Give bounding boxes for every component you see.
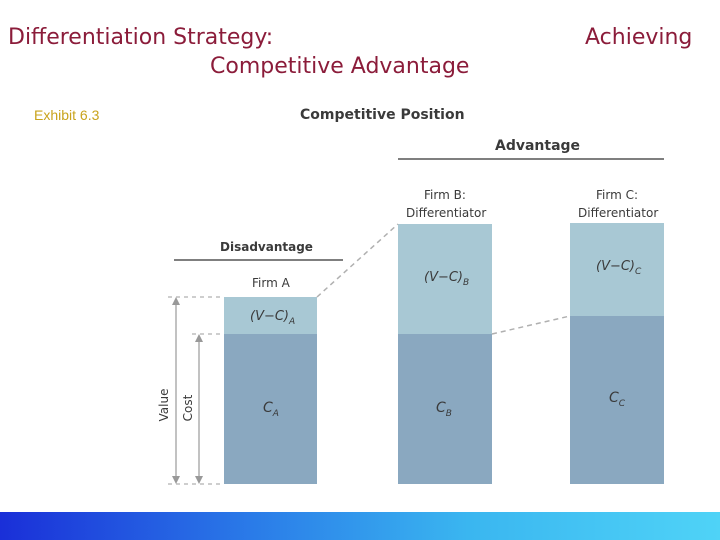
slide-title-right: Achieving (585, 25, 693, 50)
firm-b-cost-label: CB (436, 400, 452, 419)
slide-title-line2: Competitive Advantage (210, 54, 470, 79)
value-arrow-head-bottom (172, 476, 180, 484)
firm-b-role: Differentiator (406, 206, 486, 220)
cost-arrow-head-bottom (195, 476, 203, 484)
diagram-heading: Competitive Position (300, 107, 465, 123)
firm-c-cost-label: CC (609, 390, 626, 409)
value-arrow-head-top (172, 297, 180, 305)
firm-b-name: Firm B: (424, 188, 466, 202)
firm-c-value-bar (570, 223, 664, 316)
firm-a-value-bar (224, 297, 317, 334)
firm-c-name: Firm C: (596, 188, 638, 202)
cost-axis-label: Cost (181, 394, 195, 421)
disadvantage-label: Disadvantage (220, 240, 313, 254)
slide-title-line1: Differentiation Strategy: (8, 25, 274, 50)
advantage-label: Advantage (495, 138, 580, 154)
connector-a-b-top (316, 223, 399, 298)
firm-c-cost-bar (570, 316, 664, 484)
firm-c-role: Differentiator (578, 206, 658, 220)
connector-b-c-cost (491, 315, 571, 335)
firm-c-value-label: (V−C)C (596, 259, 642, 277)
firm-a-value-label: (V−C)A (250, 309, 295, 327)
cost-arrow-head-top (195, 334, 203, 342)
footer-gradient-bar (0, 512, 720, 540)
firm-b-cost-bar (398, 334, 492, 484)
firm-a-name: Firm A (252, 276, 291, 290)
firm-a-cost-bar (224, 334, 317, 484)
firm-b-value-label: (V−C)B (424, 270, 469, 288)
exhibit-label: Exhibit 6.3 (34, 107, 100, 123)
value-axis-label: Value (157, 389, 171, 422)
firm-b-value-bar (398, 224, 492, 334)
firm-a-cost-label: CA (263, 400, 279, 419)
